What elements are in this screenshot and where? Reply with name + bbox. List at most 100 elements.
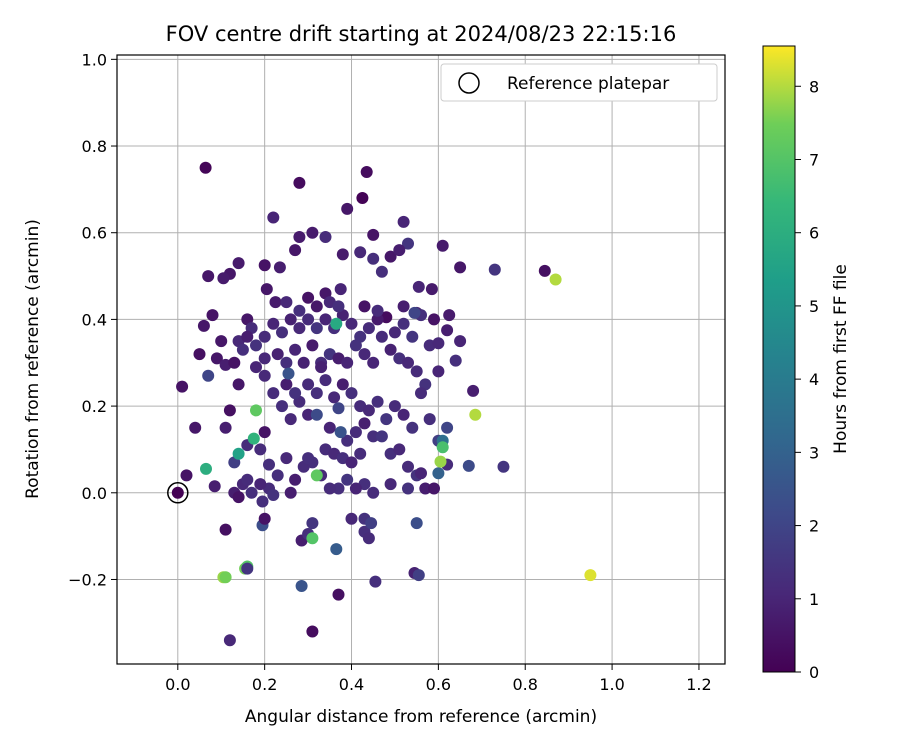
data-point <box>284 413 297 426</box>
data-point <box>297 356 310 369</box>
data-point <box>369 575 382 588</box>
data-point <box>306 517 319 530</box>
legend-marker-icon <box>458 72 480 94</box>
data-point <box>341 202 354 215</box>
data-point <box>202 270 215 283</box>
data-point <box>310 300 323 313</box>
data-point <box>375 265 388 278</box>
colorbar-tick-label: 7 <box>809 150 819 169</box>
data-point <box>462 459 475 472</box>
data-point <box>336 248 349 261</box>
colorbar-ticks: 0 1 2 3 4 5 6 7 8 <box>795 77 819 682</box>
data-point <box>330 543 343 556</box>
data-point <box>258 352 271 365</box>
data-point <box>367 252 380 265</box>
data-point <box>345 512 358 525</box>
data-point <box>302 408 315 421</box>
data-point <box>538 264 551 277</box>
data-point <box>356 192 369 204</box>
data-point <box>199 161 212 174</box>
data-point <box>306 226 319 239</box>
colorbar-gradient <box>762 45 796 673</box>
x-axis-ticks: 0.0 0.2 0.4 0.6 0.8 1.0 1.2 <box>165 664 712 694</box>
data-point <box>323 482 336 495</box>
data-point <box>354 330 367 343</box>
data-point <box>358 348 371 361</box>
data-point <box>219 421 232 434</box>
data-point <box>549 273 562 286</box>
data-point <box>402 356 414 369</box>
data-point <box>454 261 467 274</box>
data-point <box>310 469 323 482</box>
data-point <box>189 421 202 434</box>
data-point <box>423 413 436 426</box>
data-point <box>319 231 332 243</box>
data-point <box>271 348 284 361</box>
colorbar-tick-label: 1 <box>809 590 819 609</box>
colorbar-label: Hours from first FF file <box>831 264 851 454</box>
data-point <box>180 469 193 482</box>
data-point <box>362 404 375 417</box>
data-point <box>434 455 447 468</box>
data-point <box>432 337 445 350</box>
chart-title: FOV centre drift starting at 2024/08/23 … <box>166 22 677 46</box>
data-point <box>267 317 280 330</box>
data-point <box>289 387 302 400</box>
data-point <box>267 211 280 224</box>
data-point <box>412 569 425 582</box>
data-point <box>432 467 445 480</box>
data-point <box>289 244 302 257</box>
data-point <box>293 176 306 189</box>
data-point <box>197 319 210 332</box>
data-point <box>345 456 358 469</box>
data-point <box>284 313 297 326</box>
colorbar-tick-label: 0 <box>809 663 819 682</box>
data-point <box>449 354 462 367</box>
data-point <box>332 300 345 313</box>
colorbar-tick-label: 6 <box>809 224 819 243</box>
data-point <box>284 486 297 499</box>
data-point <box>282 367 295 380</box>
data-point <box>223 404 236 417</box>
data-point <box>360 166 373 178</box>
data-point <box>397 215 410 228</box>
data-point <box>410 517 423 530</box>
legend: Reference platepar <box>440 63 718 102</box>
data-point <box>176 380 189 393</box>
data-point <box>332 482 345 495</box>
data-point <box>354 246 367 259</box>
data-point <box>315 361 328 374</box>
data-point <box>260 283 273 296</box>
x-tick-label: 0.2 <box>252 675 277 694</box>
data-point <box>306 625 319 638</box>
x-tick-label: 0.4 <box>339 675 364 694</box>
y-tick-label: 0.4 <box>82 310 107 329</box>
data-point <box>341 434 354 447</box>
data-point <box>371 313 384 326</box>
data-point <box>228 356 241 369</box>
data-point <box>258 369 271 382</box>
data-point <box>241 562 254 575</box>
data-point <box>402 482 414 495</box>
data-point <box>341 473 354 486</box>
data-point <box>341 356 354 369</box>
data-point <box>267 489 280 501</box>
data-point <box>419 482 432 495</box>
data-point <box>349 426 362 439</box>
colorbar-tick-label: 5 <box>809 297 819 316</box>
data-point <box>365 517 378 530</box>
data-point <box>428 313 440 326</box>
x-tick-label: 1.2 <box>686 675 711 694</box>
data-point <box>310 322 323 335</box>
data-point <box>276 326 288 339</box>
data-point <box>258 426 271 439</box>
data-point <box>467 384 480 397</box>
data-point <box>358 300 371 313</box>
data-point <box>289 473 302 486</box>
data-point <box>375 330 388 343</box>
data-point <box>402 237 414 250</box>
data-point <box>319 374 332 387</box>
y-tick-label: 0.2 <box>82 397 107 416</box>
data-point <box>443 309 456 322</box>
data-point <box>323 421 336 434</box>
